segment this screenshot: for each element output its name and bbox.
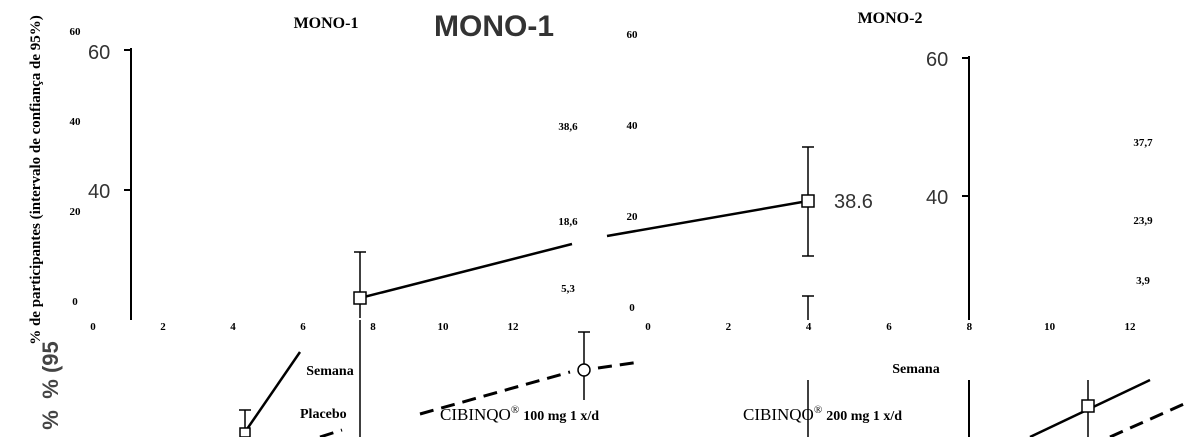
mono1-ytick-label: 60 <box>70 26 82 38</box>
mono1-ytick-label: 40 <box>70 116 82 128</box>
bg-lower-dashed-3 <box>319 428 343 439</box>
mono1-xtick-label: 0 <box>90 321 96 333</box>
mono2-value-labels: 37,7 23,9 3,9 <box>1133 137 1153 287</box>
mono1-x-ticks: 0 2 4 6 8 10 12 <box>90 321 519 333</box>
mono2-x-axis-title: Semana <box>892 362 939 377</box>
bg-mono1-series: 38.6 <box>353 146 873 320</box>
legend-placebo: Placebo <box>300 407 347 422</box>
mono1-value-label: 5,3 <box>561 283 575 295</box>
legend-dose100-suffix: 100 mg 1 x/d <box>523 409 599 424</box>
mono1-xtick-label: 4 <box>230 321 236 333</box>
bg-series-segment-2 <box>606 199 809 238</box>
mono1-title: MONO-1 <box>294 15 359 32</box>
mono1-value-label: 18,6 <box>558 216 578 228</box>
bg-mono2-ytick-60: 60 <box>926 49 948 71</box>
mono1-xtick-label: 6 <box>300 321 306 333</box>
legend-dose100: CIBINQO® 100 mg 1 x/d <box>440 404 599 424</box>
mono2-xtick-label: 4 <box>806 321 812 333</box>
bg-mono2-ytick-40: 40 <box>926 187 948 209</box>
mono1-value-label: 38,6 <box>558 121 578 133</box>
bg-lower-strip <box>239 320 1184 439</box>
bg-point-marker <box>353 291 367 305</box>
mono2-ytick-label: 60 <box>627 29 639 41</box>
mono2-value-label: 37,7 <box>1133 137 1153 149</box>
mono1-xtick-label: 2 <box>160 321 166 333</box>
mono2-xtick-label: 2 <box>726 321 732 333</box>
bg-lower-dashed-4 <box>1109 402 1184 439</box>
y-axis-title: % de participantes (intervalo de confian… <box>28 15 44 345</box>
mono1-xtick-label: 12 <box>508 321 520 333</box>
mono2-ytick-label: 0 <box>629 302 635 314</box>
mono1-ytick-label: 20 <box>70 206 82 218</box>
legend-dose200-brand: CIBINQO <box>743 405 814 424</box>
bg-lower-dashed-1 <box>419 370 571 416</box>
mono1-xtick-label: 8 <box>370 321 376 333</box>
mono1-x-axis-title: Semana <box>306 364 353 379</box>
bg-point-marker-2 <box>801 194 815 208</box>
mono1-y-ticks: 0 20 40 60 <box>70 26 82 308</box>
bg-mono1-title: MONO-1 <box>434 10 554 43</box>
mono2-x-ticks: 0 2 4 6 8 10 12 <box>645 321 1136 333</box>
mono1-value-labels: 38,6 18,6 5,3 <box>558 121 578 295</box>
bg-mono1-ytick-40: 40 <box>88 181 110 203</box>
bg-lower-dashed-2 <box>597 360 641 370</box>
y-axis-title-fragment-1: % (95 <box>38 341 63 398</box>
mono2-ytick-label: 20 <box>627 211 639 223</box>
mono2-y-ticks: 0 20 40 60 <box>627 29 639 314</box>
legend-dose200-reg: ® <box>814 404 822 416</box>
bg-lower-marker-circle <box>577 363 591 377</box>
bg-mono1-ytick-60: 60 <box>88 42 110 64</box>
bg-lower-marker-1 <box>239 427 251 438</box>
bg-lower-marker-5 <box>1081 399 1095 413</box>
mono2-xtick-label: 6 <box>886 321 892 333</box>
mono2-value-label: 23,9 <box>1133 215 1153 227</box>
mono2-xtick-label: 0 <box>645 321 651 333</box>
legend-dose200-suffix: 200 mg 1 x/d <box>826 409 902 424</box>
mono2-xtick-label: 12 <box>1125 321 1137 333</box>
legend-dose100-brand: CIBINQO <box>440 405 511 424</box>
mono2-value-label: 3,9 <box>1136 275 1150 287</box>
bg-lower-solid-1 <box>243 351 302 433</box>
mono2-title: MONO-2 <box>858 10 923 27</box>
bg-series-segment <box>359 242 573 300</box>
bg-point-label: 38.6 <box>834 191 873 213</box>
mono1-xtick-label: 10 <box>438 321 450 333</box>
mono1-ytick-label: 0 <box>72 296 78 308</box>
mono2-xtick-label: 10 <box>1044 321 1056 333</box>
mono2-xtick-label: 8 <box>967 321 973 333</box>
mono2-ytick-label: 40 <box>627 120 639 132</box>
legend-dose200: CIBINQO® 200 mg 1 x/d <box>743 404 902 424</box>
y-axis-title-fragment-2: % <box>38 410 63 430</box>
legend-dose100-reg: ® <box>511 404 519 416</box>
